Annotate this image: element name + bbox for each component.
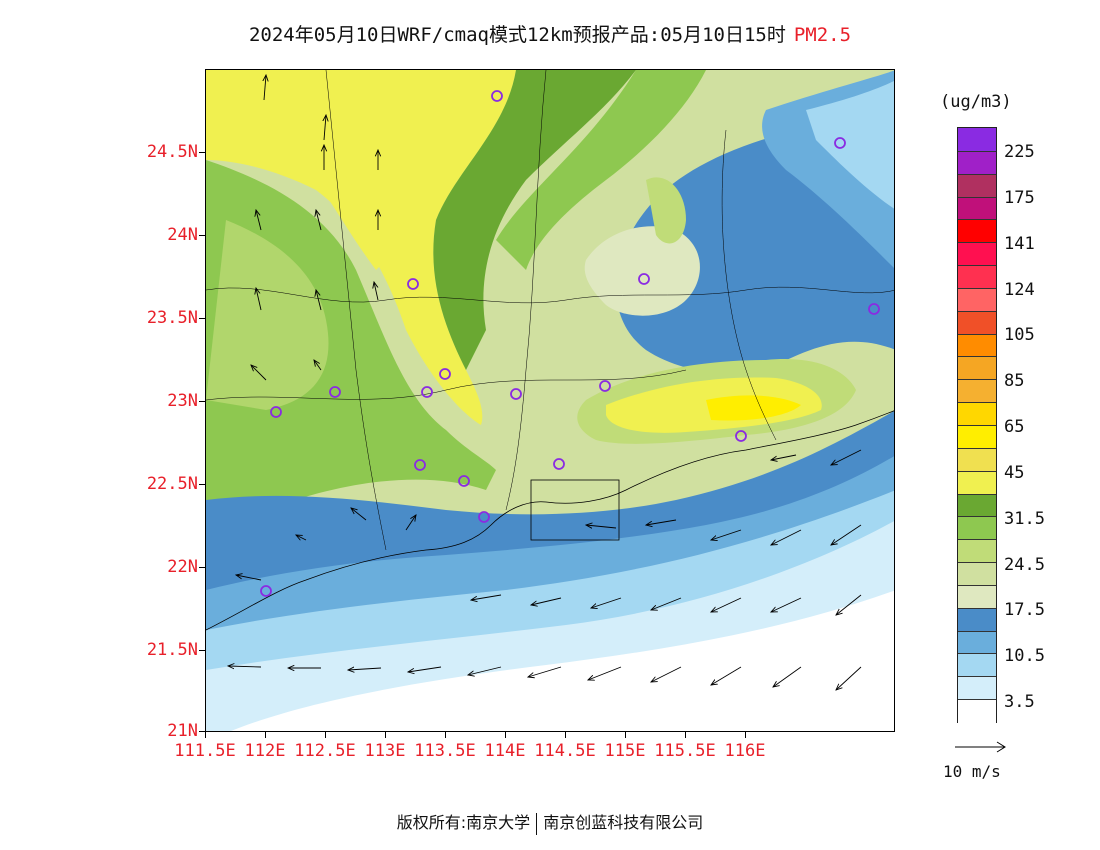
lon-tick <box>325 732 326 738</box>
colorbar-label: 31.5 <box>1004 509 1045 529</box>
lon-label: 112.5E <box>294 741 356 761</box>
colorbar-segment <box>958 493 996 518</box>
lon-tick <box>685 732 686 738</box>
pm25-map[interactable] <box>205 69 895 732</box>
colorbar-segment <box>958 562 996 587</box>
map-title: 2024年05月10日WRF/cmaq模式12km预报产品:05月10日15时 P… <box>0 20 1100 47</box>
lat-tick <box>199 731 205 732</box>
colorbar-label: 225 <box>1004 142 1035 162</box>
colorbar-segment <box>958 287 996 313</box>
footer-divider <box>536 812 538 835</box>
colorbar-segment <box>958 150 996 176</box>
lon-tick <box>745 732 746 738</box>
lat-tick <box>199 152 205 153</box>
lon-tick <box>505 732 506 738</box>
lat-tick <box>199 567 205 568</box>
colorbar-label: 65 <box>1004 417 1025 437</box>
lon-label: 116E <box>724 741 766 761</box>
title-species: PM2.5 <box>793 24 852 46</box>
lon-tick <box>625 732 626 738</box>
lon-label: 113.5E <box>414 741 476 761</box>
colorbar-segment <box>958 333 996 358</box>
lon-label: 113E <box>364 741 406 761</box>
footer-left: 版权所有:南京大学 <box>396 813 531 832</box>
colorbar-segment <box>958 265 996 290</box>
colorbar-segment <box>958 402 996 427</box>
colorbar-segment <box>958 173 996 199</box>
colorbar-segment <box>958 310 996 336</box>
colorbar-label: 141 <box>1004 234 1035 254</box>
colorbar-segment <box>958 539 996 564</box>
colorbar-label: 175 <box>1004 188 1035 208</box>
lat-label: 21N <box>167 721 198 741</box>
lon-tick <box>445 732 446 738</box>
lat-tick <box>199 650 205 651</box>
footer: 版权所有:南京大学 南京创蓝科技有限公司 <box>0 809 1100 835</box>
lat-label: 21.5N <box>146 640 198 660</box>
colorbar-segment <box>958 196 996 221</box>
lon-tick <box>265 732 266 738</box>
colorbar-segment <box>958 516 996 541</box>
lat-label: 22.5N <box>146 474 198 494</box>
lon-tick <box>205 732 206 738</box>
colorbar-segment <box>958 447 996 473</box>
map-field <box>206 70 894 731</box>
colorbar-label: 17.5 <box>1004 600 1045 620</box>
lat-label: 24.5N <box>146 142 198 162</box>
colorbar-segment <box>958 219 996 244</box>
lat-label: 23.5N <box>146 308 198 328</box>
colorbar-label: 105 <box>1004 325 1035 345</box>
colorbar-segment <box>958 356 996 381</box>
colorbar <box>957 127 997 724</box>
colorbar-segment <box>958 128 996 152</box>
lat-label: 22N <box>167 557 198 577</box>
colorbar-segment <box>958 242 996 267</box>
colorbar-segment <box>958 653 996 678</box>
vector-legend-arrow <box>955 741 1006 753</box>
vector-legend-label: 10 m/s <box>943 762 1001 781</box>
lon-tick <box>565 732 566 738</box>
lon-label: 114E <box>484 741 526 761</box>
colorbar-label: 85 <box>1004 371 1025 391</box>
colorbar-unit: (ug/m3) <box>940 92 1012 112</box>
lon-label: 111.5E <box>174 741 236 761</box>
lon-label: 115E <box>604 741 646 761</box>
lat-tick <box>199 235 205 236</box>
lon-label: 115.5E <box>654 741 716 761</box>
lat-label: 24N <box>167 225 198 245</box>
colorbar-segment <box>958 425 996 450</box>
lat-tick <box>199 318 205 319</box>
colorbar-label: 3.5 <box>1004 692 1035 712</box>
lat-tick <box>199 401 205 402</box>
colorbar-segment <box>958 676 996 701</box>
colorbar-segment <box>958 699 996 724</box>
title-main: 2024年05月10日WRF/cmaq模式12km预报产品:05月10日15时 <box>248 24 786 46</box>
colorbar-label: 24.5 <box>1004 555 1045 575</box>
lon-label: 114.5E <box>534 741 596 761</box>
colorbar-segment <box>958 630 996 655</box>
colorbar-label: 10.5 <box>1004 646 1045 666</box>
lon-tick <box>385 732 386 738</box>
colorbar-segment <box>958 607 996 633</box>
footer-right: 南京创蓝科技有限公司 <box>543 813 704 832</box>
lon-label: 112E <box>244 741 286 761</box>
colorbar-segment <box>958 379 996 404</box>
colorbar-segment <box>958 470 996 496</box>
colorbar-label: 124 <box>1004 280 1035 300</box>
lat-tick <box>199 484 205 485</box>
colorbar-segment <box>958 584 996 610</box>
colorbar-label: 45 <box>1004 463 1025 483</box>
lat-label: 23N <box>167 391 198 411</box>
